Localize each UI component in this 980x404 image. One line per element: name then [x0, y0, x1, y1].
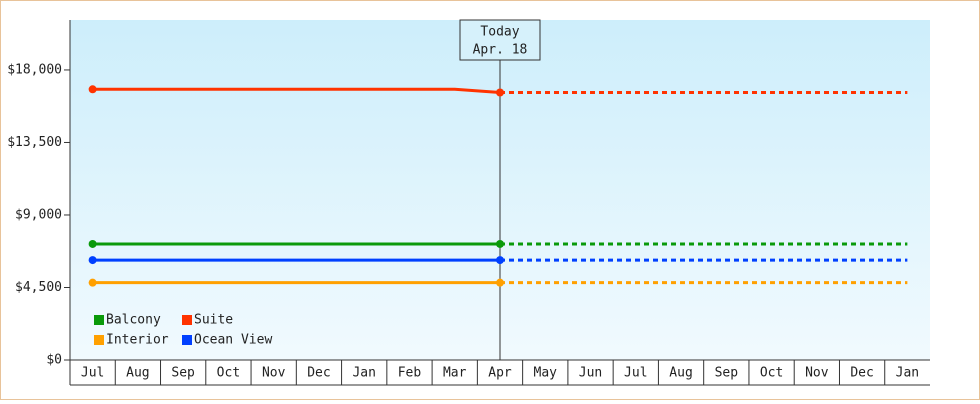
x-tick-label: Oct — [217, 366, 240, 381]
legend-label: Suite — [194, 313, 233, 328]
today-box — [459, 19, 541, 61]
x-tick-label: Jun — [579, 366, 602, 381]
y-tick-label: $9,000 — [15, 207, 62, 222]
point — [88, 256, 97, 265]
x-tick-label: Aug — [669, 366, 692, 381]
x-tick-label: Nov — [262, 366, 286, 381]
today-label: Today — [480, 25, 519, 40]
x-tick-label: Sep — [715, 366, 739, 381]
x-tick-label: Jan — [896, 366, 919, 381]
y-tick-label: $18,000 — [7, 62, 62, 77]
point — [496, 88, 504, 97]
legend-swatch — [182, 315, 192, 325]
x-tick-label: May — [534, 366, 558, 381]
point — [88, 239, 97, 248]
x-tick-label: Sep — [171, 366, 195, 381]
point — [496, 278, 504, 287]
x-tick-label: Dec — [850, 366, 873, 381]
x-tick-label: Apr — [488, 366, 512, 381]
point — [88, 278, 97, 287]
today-label: Apr. 18 — [473, 43, 528, 58]
point — [496, 239, 504, 248]
y-tick-label: $0 — [46, 353, 62, 368]
legend-label: Balcony — [106, 313, 161, 328]
x-tick-label: Oct — [760, 366, 783, 381]
x-tick-label: Dec — [307, 366, 330, 381]
x-tick-label: Aug — [126, 366, 149, 381]
legend-swatch — [94, 335, 104, 345]
x-tick-label: Jan — [352, 366, 375, 381]
history-line — [92, 87, 501, 95]
legend-label: Ocean View — [194, 333, 272, 348]
x-tick-label: Jul — [81, 366, 104, 381]
legend-label: Interior — [106, 333, 169, 348]
x-tick-label: Mar — [443, 366, 467, 381]
legend-swatch — [182, 335, 192, 345]
point — [88, 85, 97, 94]
point — [496, 256, 504, 265]
x-tick-label: Jul — [624, 366, 647, 381]
x-tick-label: Feb — [398, 366, 422, 381]
y-tick-label: $4,500 — [15, 280, 62, 295]
legend-swatch — [94, 315, 104, 325]
y-tick-label: $13,500 — [7, 135, 62, 150]
x-tick-label: Nov — [805, 366, 829, 381]
